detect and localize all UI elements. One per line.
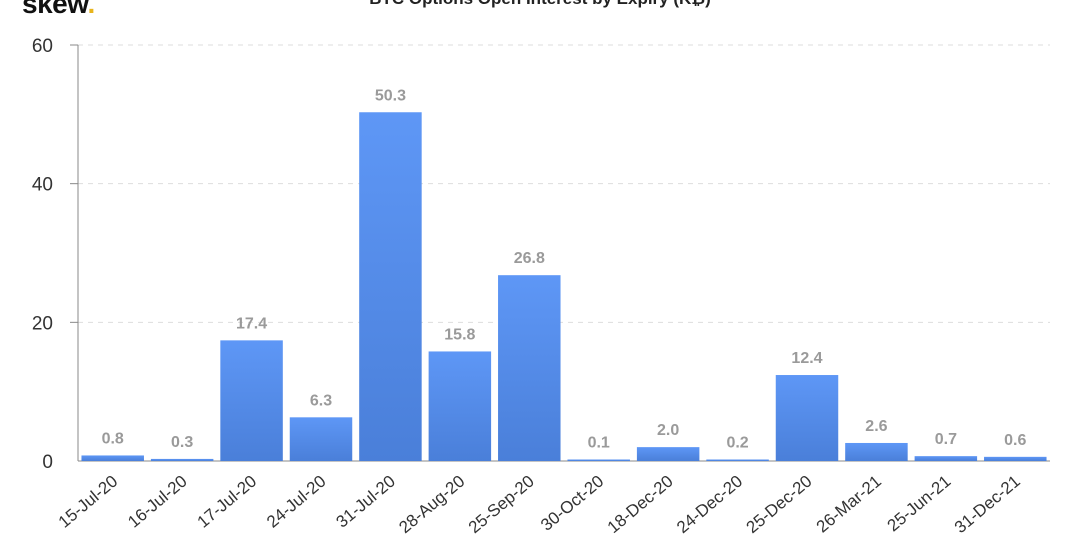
- y-tick-label: 20: [32, 313, 53, 334]
- gridlines: [78, 44, 1050, 323]
- data-label: 6.3: [310, 392, 332, 409]
- chart-title: BTC Options Open Interest by Expiry (K₿): [0, 0, 1080, 9]
- y-tick-labels: 0 20 40 60: [32, 36, 53, 473]
- x-tick-label: 15-Jul-20: [55, 472, 122, 532]
- bar: [567, 459, 630, 461]
- x-tick-labels: 15-Jul-20 16-Jul-20 17-Jul-20 24-Jul-20 31-J…: [55, 472, 1024, 538]
- data-label: 26.8: [514, 250, 545, 267]
- data-label: 17.4: [236, 315, 267, 332]
- bar: [636, 447, 700, 461]
- data-label: 0.1: [588, 435, 610, 452]
- data-label: 0.7: [935, 431, 957, 448]
- data-label: 0.8: [102, 430, 124, 447]
- x-tick-label: 24-Dec-20: [673, 472, 746, 538]
- data-label: 0.6: [1004, 432, 1026, 449]
- y-tick-label: 0: [42, 452, 53, 473]
- data-label: 2.0: [657, 422, 679, 439]
- x-tick-label: 25-Jun-21: [884, 472, 955, 536]
- y-tick-label: 40: [32, 175, 53, 196]
- x-tick-label: 24-Jul-20: [263, 472, 330, 532]
- x-tick-label: 25-Sep-20: [465, 472, 538, 538]
- bar: [289, 417, 353, 461]
- x-tick-label: 28-Aug-20: [395, 472, 468, 538]
- data-label: 0.2: [726, 435, 748, 452]
- y-tick-label: 60: [32, 36, 53, 57]
- x-tick-label: 26-Mar-21: [813, 472, 885, 537]
- bar: [914, 456, 978, 461]
- bar: [498, 275, 561, 461]
- x-tick-label: 18-Dec-20: [604, 472, 677, 538]
- bar: [706, 459, 769, 461]
- data-label: 2.6: [865, 418, 887, 435]
- x-tick-label: 31-Dec-21: [951, 472, 1024, 538]
- x-tick-label: 17-Jul-20: [194, 472, 261, 532]
- data-label: 0.3: [171, 434, 193, 451]
- bar: [81, 455, 144, 461]
- bar: [220, 340, 283, 461]
- data-label: 12.4: [791, 350, 822, 367]
- bars: [81, 112, 1047, 462]
- bar: [150, 458, 214, 461]
- x-tick-label: 25-Dec-20: [743, 472, 816, 538]
- data-labels: 0.8 0.3 17.4 6.3 50.3 15.8 26.8 0.1 2.0 0.2 12.4 2.…: [102, 87, 1027, 451]
- bar: [359, 112, 422, 462]
- skew-logo: skew.: [22, 0, 95, 19]
- bar: [775, 375, 839, 461]
- x-tick-label: 31-Jul-20: [332, 472, 399, 532]
- x-tick-label: 30-Oct-20: [537, 472, 607, 535]
- bar: [845, 442, 908, 461]
- data-label: 50.3: [375, 87, 406, 104]
- x-tick-label: 16-Jul-20: [124, 472, 191, 532]
- bar: [428, 351, 492, 461]
- data-label: 15.8: [444, 326, 475, 343]
- bar: [984, 456, 1047, 461]
